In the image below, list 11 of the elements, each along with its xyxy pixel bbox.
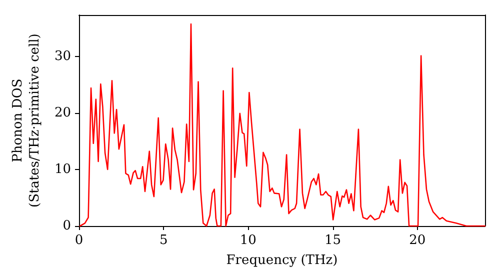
y-axis-title: Phonon DOS (States/THz·primitive cell) <box>10 33 43 208</box>
x-tick-label: 20 <box>409 233 426 248</box>
x-tick-label: 10 <box>240 233 256 248</box>
y-tick-label: 0 <box>62 218 71 234</box>
y-tick-label: 20 <box>54 105 71 120</box>
x-tick-label: 15 <box>324 233 342 248</box>
y-tick-label: 10 <box>54 162 71 177</box>
y-tick-label: 30 <box>54 48 71 64</box>
x-tick-label: 5 <box>159 233 168 248</box>
x-axis-title: Frequency (THz) <box>226 252 338 268</box>
x-tick-label: 0 <box>74 233 84 248</box>
